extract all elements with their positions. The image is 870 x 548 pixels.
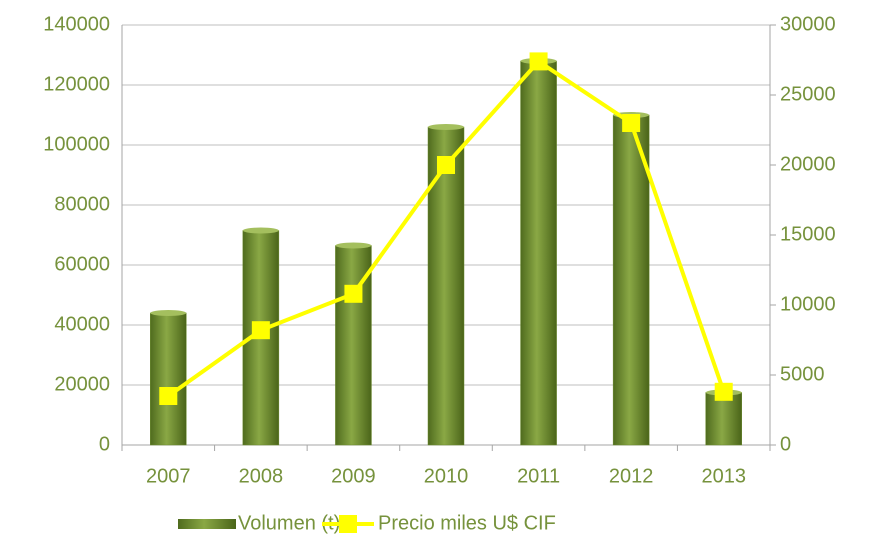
bar-top (428, 124, 464, 130)
y2-tick-label: 0 (780, 433, 791, 455)
line-marker (251, 321, 270, 340)
bar (705, 392, 742, 446)
bar-top (242, 227, 279, 234)
y2-tick-label: 30000 (780, 13, 836, 35)
bar (150, 312, 187, 446)
y-tick-label: 20000 (54, 373, 110, 395)
line-marker (344, 284, 363, 303)
legend-label: Volumen (t) (238, 512, 340, 534)
y2-tick-label: 5000 (780, 363, 825, 385)
x-tick-label: 2012 (609, 465, 654, 487)
y-tick-label: 120000 (43, 73, 110, 95)
x-tick-label: 2011 (517, 465, 560, 487)
y2-tick-label: 20000 (780, 153, 836, 175)
bar (520, 60, 557, 446)
y2-tick-label: 15000 (780, 223, 836, 245)
y-tick-label: 0 (99, 433, 110, 455)
legend-marker (339, 515, 357, 533)
y-tick-label: 60000 (54, 253, 110, 275)
x-tick-label: 2010 (424, 465, 469, 487)
x-tick-label: 2008 (239, 465, 284, 487)
x-tick-label: 2009 (331, 465, 376, 487)
line-marker (529, 52, 548, 71)
y2-tick-label: 10000 (780, 293, 836, 315)
y-tick-label: 140000 (43, 13, 110, 35)
bar-top (335, 242, 372, 249)
bar-top (150, 310, 187, 316)
y2-tick-label: 25000 (780, 83, 836, 105)
legend-label: Precio miles U$ CIF (378, 512, 556, 534)
line-marker (622, 114, 641, 132)
bar (612, 114, 650, 446)
x-tick-label: 2013 (701, 465, 746, 487)
x-tick-label: 2007 (146, 465, 191, 487)
legend-swatch (178, 519, 236, 529)
line-marker (437, 156, 455, 174)
line-marker (714, 382, 733, 401)
y-tick-label: 100000 (43, 133, 110, 155)
bar (427, 126, 465, 446)
line-marker (159, 387, 178, 405)
y-tick-label: 40000 (54, 313, 110, 335)
y-tick-label: 80000 (54, 193, 110, 215)
